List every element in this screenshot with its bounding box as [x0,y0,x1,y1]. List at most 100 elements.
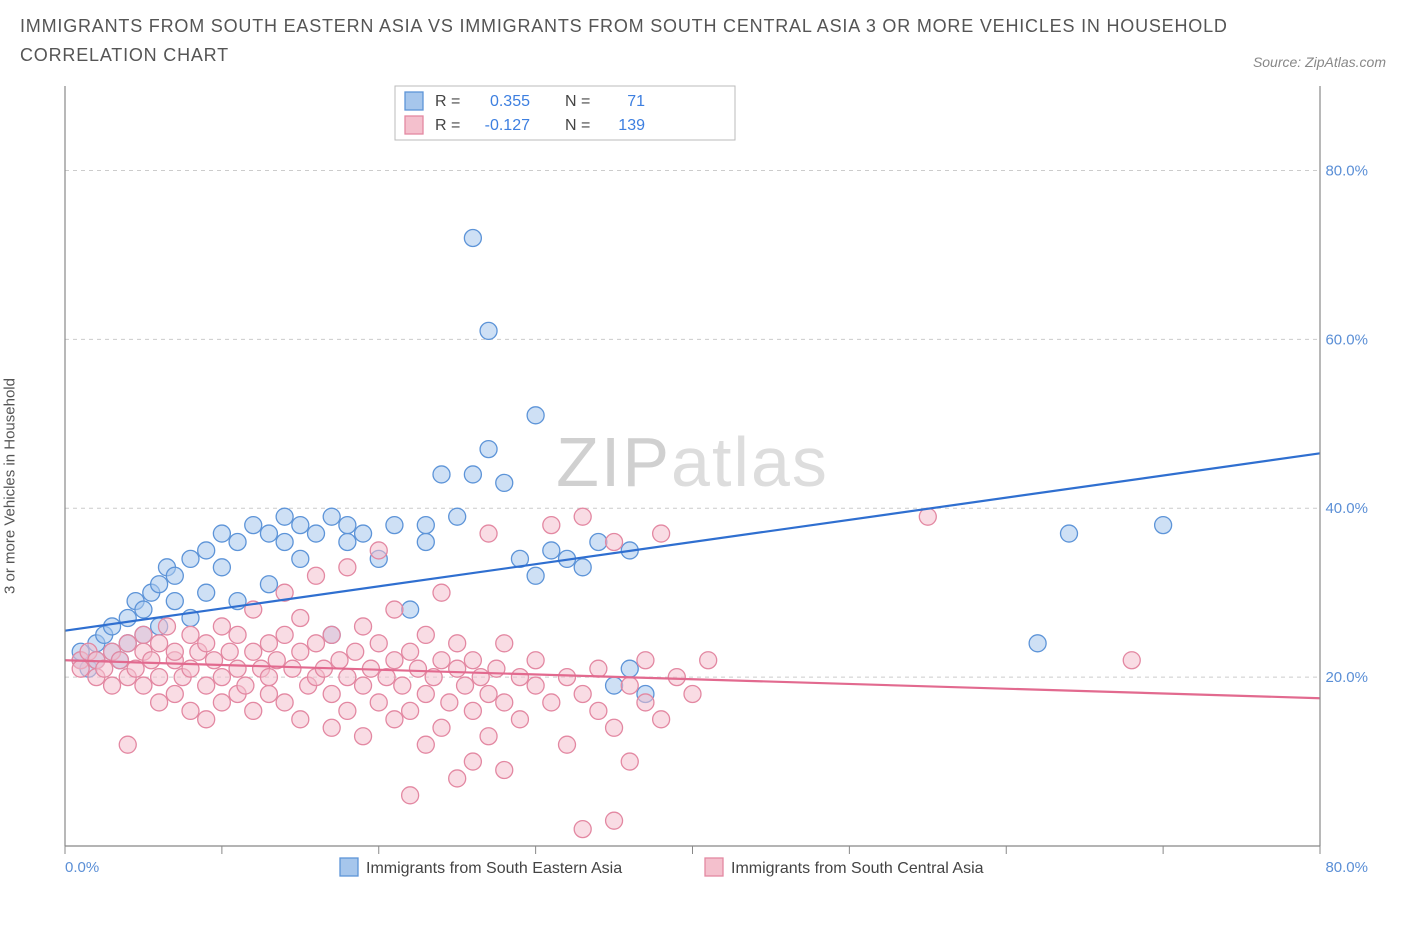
data-point [198,542,215,559]
data-point [606,677,623,694]
data-point [104,618,121,635]
data-point [496,474,513,491]
data-point [653,710,670,727]
data-point [496,694,513,711]
data-point [229,533,246,550]
data-point [229,626,246,643]
data-point [433,584,450,601]
data-point [135,601,152,618]
bottom-legend-swatch [705,858,723,876]
data-point [386,651,403,668]
data-point [433,466,450,483]
data-point [284,660,301,677]
data-point [308,567,325,584]
data-point [355,618,372,635]
legend-swatch [405,116,423,134]
data-point [402,786,419,803]
data-point [229,660,246,677]
bottom-legend-swatch [340,858,358,876]
data-point [559,736,576,753]
data-point [590,533,607,550]
chart-svg: 20.0%40.0%60.0%80.0%ZIPatlas0.0%80.0%R =… [20,76,1370,896]
data-point [590,660,607,677]
data-point [621,677,638,694]
data-point [590,702,607,719]
data-point [151,634,168,651]
data-point [260,634,277,651]
data-point [433,651,450,668]
data-point [417,626,434,643]
data-point [72,660,89,677]
data-point [111,651,128,668]
data-point [339,702,356,719]
bottom-legend-label: Immigrants from South Eastern Asia [366,860,622,877]
data-point [574,820,591,837]
data-point [637,651,654,668]
data-point [480,440,497,457]
data-point [480,727,497,744]
data-point [276,508,293,525]
x-end-label: 80.0% [1325,859,1368,876]
data-point [198,677,215,694]
data-point [464,702,481,719]
data-point [276,533,293,550]
data-point [449,634,466,651]
data-point [339,533,356,550]
legend-n-value: 139 [618,117,645,134]
data-point [135,677,152,694]
bottom-legend-label: Immigrants from South Central Asia [731,860,984,877]
legend-n-value: 71 [627,93,645,110]
data-point [370,634,387,651]
data-point [574,558,591,575]
y-tick-label: 20.0% [1325,669,1368,686]
data-point [245,643,262,660]
data-point [559,668,576,685]
data-point [339,558,356,575]
data-point [1061,525,1078,542]
data-point [182,626,199,643]
data-point [213,694,230,711]
data-point [449,770,466,787]
data-point [668,668,685,685]
data-point [213,668,230,685]
y-tick-label: 60.0% [1325,331,1368,348]
data-point [245,702,262,719]
data-point [543,694,560,711]
data-point [182,702,199,719]
data-point [449,508,466,525]
data-point [621,753,638,770]
data-point [527,677,544,694]
data-point [260,685,277,702]
data-point [292,550,309,567]
legend-n-label: N = [565,93,590,110]
data-point [417,516,434,533]
data-point [457,677,474,694]
data-point [206,651,223,668]
data-point [606,812,623,829]
data-point [182,660,199,677]
data-point [104,677,121,694]
data-point [511,668,528,685]
data-point [213,618,230,635]
legend-n-label: N = [565,117,590,134]
data-point [1029,634,1046,651]
legend-r-value: -0.127 [485,117,530,134]
data-point [496,634,513,651]
data-point [394,677,411,694]
data-point [331,651,348,668]
data-point [151,694,168,711]
data-point [245,516,262,533]
data-point [919,508,936,525]
legend-r-label: R = [435,117,460,134]
data-point [488,660,505,677]
data-point [527,406,544,423]
data-point [323,685,340,702]
data-point [433,719,450,736]
data-point [339,516,356,533]
data-point [96,660,113,677]
data-point [480,322,497,339]
data-point [637,694,654,711]
data-point [370,694,387,711]
legend-r-value: 0.355 [490,93,530,110]
data-point [1123,651,1140,668]
